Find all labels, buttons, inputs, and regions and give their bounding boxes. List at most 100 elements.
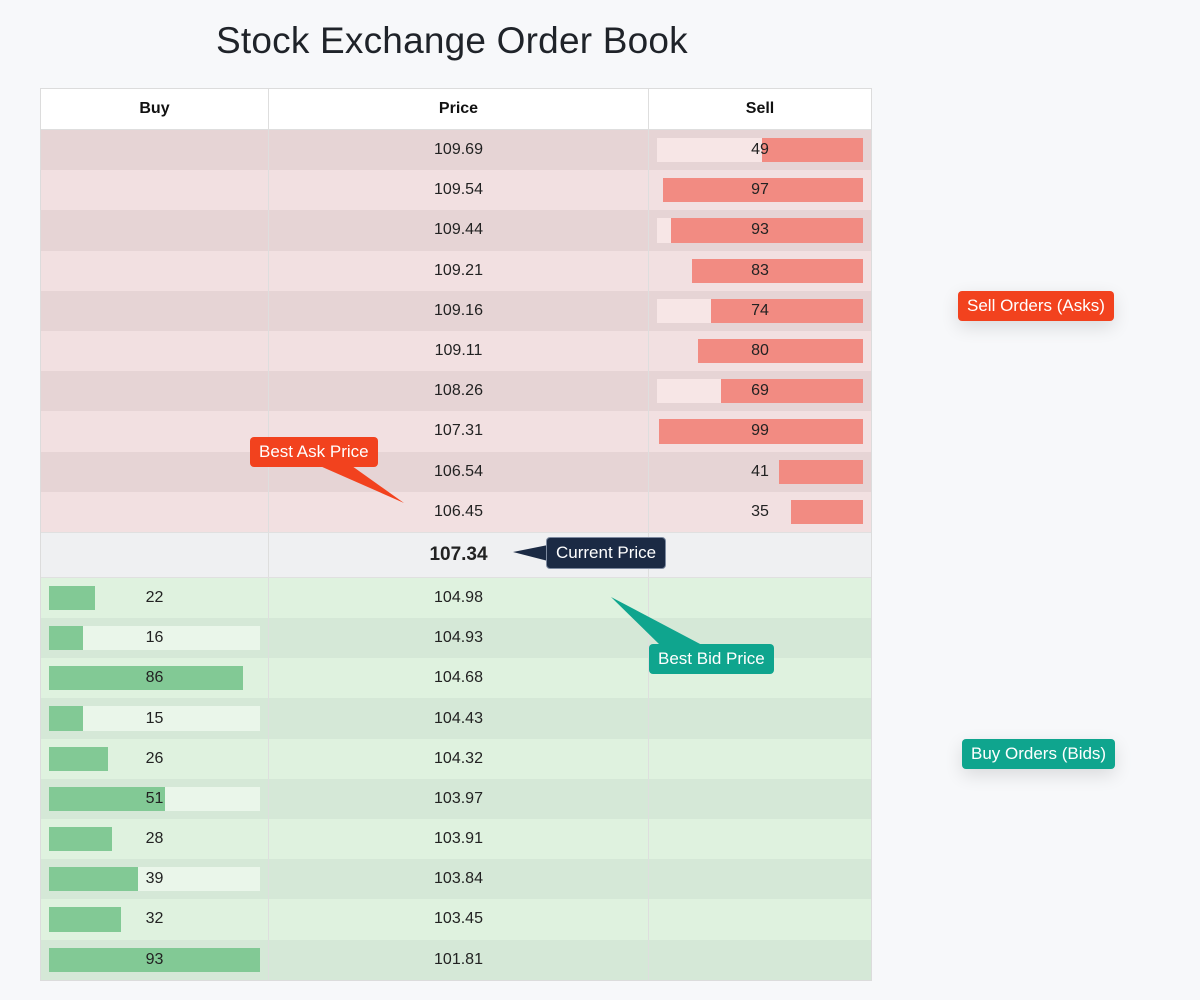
sell-column-header: Sell: [745, 100, 775, 117]
depth-track: [657, 459, 863, 484]
buy-cell: 32: [41, 899, 269, 940]
table-row[interactable]: 108.26 69: [41, 371, 871, 412]
depth-track: [49, 947, 260, 972]
price-cell: 109.54: [269, 170, 649, 211]
bid-quantity: 39: [145, 870, 164, 888]
ask-depth-bar: [720, 379, 863, 404]
bid-quantity: 22: [145, 588, 164, 606]
depth-track: [49, 746, 260, 771]
price-cell: 109.21: [269, 250, 649, 291]
ask-depth-bar: [698, 338, 863, 364]
buy-cell: 26: [41, 738, 269, 779]
sell-cell: 97: [649, 170, 871, 210]
bid-depth-bar: [49, 746, 109, 771]
sell-cell: 69: [649, 371, 871, 411]
table-row[interactable]: 51 103.97: [41, 778, 871, 819]
buy-cell: 86: [41, 658, 269, 699]
order-book-table: Buy Price Sell 109.69 49 109.54 97 109.44 93 1…: [40, 88, 872, 981]
buy-column-header: Buy: [41, 89, 269, 129]
table-row[interactable]: 32 103.45: [41, 899, 871, 940]
table-row[interactable]: 109.11 80: [41, 330, 871, 372]
sell-cell: 35: [649, 492, 871, 532]
price-cell: 108.26: [269, 371, 649, 412]
price-cell: 104.43: [269, 698, 649, 739]
table-row[interactable]: 15 104.43: [41, 698, 871, 739]
buy-cell: 15: [41, 698, 269, 739]
depth-track: [49, 786, 260, 811]
ask-depth-bar: [663, 178, 863, 203]
price-cell: 106.45: [269, 491, 649, 532]
buy-cell: 22: [41, 577, 269, 619]
depth-track: [49, 827, 260, 852]
table-row[interactable]: 109.44 93: [41, 210, 871, 251]
table-row[interactable]: 109.54 97: [41, 170, 871, 211]
price-cell: 104.32: [269, 738, 649, 779]
bid-depth-bar: [49, 666, 244, 691]
table-row[interactable]: 106.45 35: [41, 491, 871, 532]
buy-cell: 51: [41, 778, 269, 819]
bid-quantity: 28: [145, 830, 164, 848]
bid-depth-bar: [49, 947, 260, 972]
depth-track: [657, 338, 863, 364]
depth-track: [49, 666, 260, 691]
table-row[interactable]: 109.21 83: [41, 250, 871, 291]
ask-depth-bar: [778, 459, 863, 484]
depth-track: [49, 907, 260, 932]
price-cell: 107.31: [269, 411, 649, 452]
best-bid-label: Best Bid Price: [649, 644, 774, 674]
sell-orders-label: Sell Orders (Asks): [958, 291, 1114, 321]
buy-cell: [41, 130, 269, 171]
buy-cell: 28: [41, 819, 269, 860]
buy-cell: [41, 250, 269, 291]
table-row[interactable]: 106.54 41: [41, 451, 871, 492]
table-row[interactable]: 109.16 74: [41, 290, 871, 331]
price-cell: 103.97: [269, 778, 649, 819]
table-row[interactable]: 22 104.98: [41, 577, 871, 619]
buy-cell: [41, 411, 269, 452]
table-header: Buy Price Sell: [41, 89, 871, 130]
bid-depth-bar: [49, 626, 83, 651]
depth-track: [657, 138, 863, 163]
buy-cell: 93: [41, 939, 269, 980]
depth-track: [657, 379, 863, 404]
bid-quantity: 15: [145, 709, 164, 727]
bid-quantity: 26: [145, 749, 164, 767]
ask-depth-bar: [659, 419, 863, 444]
bid-depth-bar: [49, 907, 121, 932]
table-row[interactable]: 109.69 49: [41, 130, 871, 171]
table-row[interactable]: 107.31 99: [41, 411, 871, 452]
sell-cell: [649, 698, 871, 738]
price-cell: 103.45: [269, 899, 649, 940]
bid-quantity: 16: [145, 629, 164, 647]
ask-quantity: 74: [751, 301, 769, 319]
depth-track: [657, 218, 863, 243]
bid-quantity: 93: [145, 950, 164, 968]
price-cell: 103.84: [269, 859, 649, 900]
ask-quantity: 69: [751, 382, 769, 400]
depth-track: [657, 499, 863, 524]
sell-cell: [649, 578, 871, 618]
price-cell: 104.68: [269, 658, 649, 699]
table-row[interactable]: 28 103.91: [41, 819, 871, 860]
price-cell: 109.11: [269, 330, 649, 372]
ask-quantity: 83: [751, 261, 769, 279]
table-row[interactable]: 39 103.84: [41, 859, 871, 900]
ask-quantity: 93: [751, 221, 769, 239]
ask-quantity: 49: [751, 141, 769, 159]
sell-cell: [649, 859, 871, 899]
bid-depth-bar: [49, 585, 96, 611]
ask-quantity: 80: [751, 342, 769, 360]
bid-depth-bar: [49, 827, 113, 852]
sell-cell: 74: [649, 291, 871, 331]
bid-quantity: 51: [145, 789, 164, 807]
table-row[interactable]: 93 101.81: [41, 939, 871, 980]
sell-cell: [649, 779, 871, 819]
current-price-row: 107.34: [41, 531, 871, 578]
price-cell: 109.44: [269, 210, 649, 251]
table-row[interactable]: 26 104.32: [41, 738, 871, 779]
price-column-header: Price: [269, 89, 649, 129]
sell-cell: 80: [649, 331, 871, 371]
buy-orders-label: Buy Orders (Bids): [962, 739, 1116, 769]
page-title: Stock Exchange Order Book: [216, 20, 688, 61]
price-cell: 104.98: [269, 577, 649, 619]
